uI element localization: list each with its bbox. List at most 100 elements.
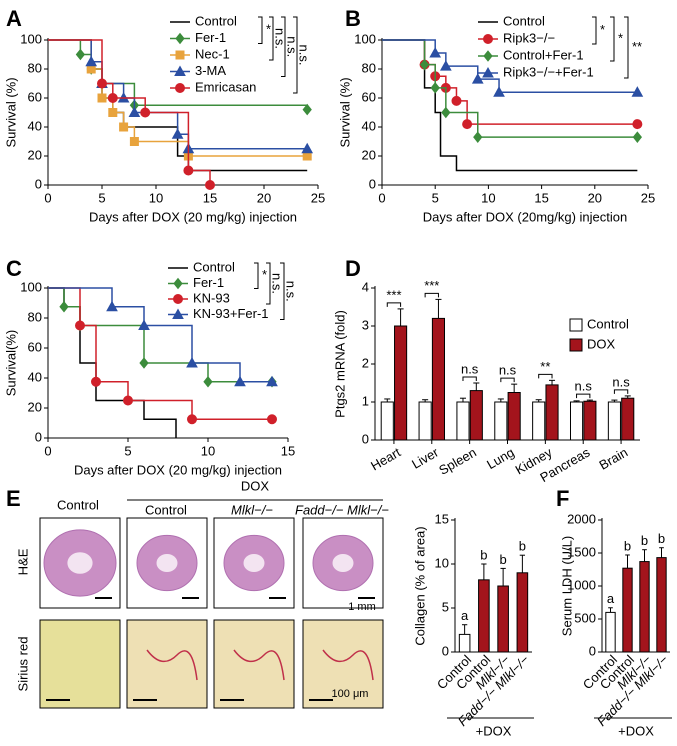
sig-label: n.s. (273, 28, 288, 49)
bar-annotation: b (624, 538, 631, 553)
sig-label: n.s. (285, 36, 300, 57)
bar (456, 401, 470, 441)
marker (186, 356, 198, 368)
sig-bracket (624, 16, 629, 79)
x-tick-label: 10 (149, 190, 163, 205)
marker (108, 108, 118, 117)
x-axis-label: Days after DOX (20 mg/kg) injection (74, 462, 282, 477)
bar (418, 401, 432, 441)
marker (129, 137, 139, 146)
bar-annotation: b (480, 547, 487, 562)
bar (478, 579, 490, 653)
y-axis-label: Survival(%) (3, 330, 18, 396)
x-tick-label: 25 (641, 190, 655, 205)
bar (516, 572, 529, 653)
y-tick-label: 60 (28, 339, 42, 354)
marker (175, 83, 185, 93)
marker (483, 34, 493, 44)
x-tick-label: Liver (409, 444, 441, 471)
marker (631, 86, 644, 97)
bar-annotation: a (461, 608, 469, 623)
x-tick-label: 15 (534, 190, 548, 205)
x-tick-label: 25 (311, 190, 325, 205)
bar (621, 397, 635, 441)
marker (462, 119, 473, 130)
survival-curve (48, 287, 272, 420)
bar (380, 401, 394, 441)
legend-label: 3-MA (195, 63, 226, 78)
y-tick-label: 20 (28, 147, 42, 162)
row-label: Sirius red (15, 637, 30, 692)
legend-swatch (569, 338, 583, 352)
marker (266, 375, 278, 387)
sig-label: n.s. (284, 281, 299, 302)
legend-swatch (569, 318, 583, 332)
y-tick-label: 60 (28, 89, 42, 104)
marker (119, 122, 129, 132)
marker (632, 131, 643, 143)
marker (75, 320, 85, 331)
y-tick-label: 100 (20, 279, 42, 294)
marker (91, 376, 101, 387)
marker (173, 294, 183, 304)
x-tick-label: Brain (596, 445, 630, 473)
marker (97, 78, 107, 89)
y-tick-label: 0 (369, 176, 376, 191)
scale-label: 1 mm (348, 601, 376, 613)
sig-label: n.s (461, 361, 479, 376)
survival-curve (48, 39, 211, 185)
bar (622, 567, 633, 653)
marker (85, 55, 98, 67)
marker (632, 119, 643, 130)
scale-label: 100 μm (332, 688, 369, 700)
sig-bracket (293, 16, 298, 94)
legend-label: Control (195, 13, 237, 28)
sig-bracket (254, 262, 259, 289)
x-tick-label: 10 (481, 190, 495, 205)
lumen (332, 554, 354, 572)
bar (497, 585, 509, 653)
sig-bracket (386, 302, 402, 307)
sig-label: n.s (612, 374, 630, 389)
legend-label: Ripk3−/− (503, 30, 555, 45)
sig-label: *** (386, 287, 401, 302)
sig-bracket (258, 16, 263, 44)
sig-label: n.s (499, 363, 517, 378)
y-tick-label: 4 (362, 279, 369, 294)
marker (267, 414, 277, 425)
marker (139, 357, 149, 369)
sig-bracket (280, 262, 285, 320)
collagen (322, 649, 374, 681)
legend-label: Control+Fer-1 (503, 47, 584, 62)
legend-label: KN-93+Fer-1 (193, 306, 269, 321)
y-tick-label: 80 (28, 60, 42, 75)
marker (97, 93, 107, 103)
y-axis-label: Survival (%) (337, 77, 352, 147)
x-tick-label: Spleen (436, 445, 479, 478)
bar (656, 557, 667, 653)
y-tick-label: 0 (35, 176, 42, 191)
marker (106, 300, 118, 312)
y-axis-label: Serum LDH (U/L) (559, 536, 574, 636)
sig-label: n.s. (270, 273, 285, 294)
y-tick-label: 1000 (567, 577, 596, 592)
marker (175, 32, 185, 45)
marker (430, 82, 440, 94)
x-tick-label: Heart (368, 444, 403, 473)
y-tick-label: 20 (362, 147, 376, 162)
sig-bracket (281, 16, 286, 77)
legend-label: Control (503, 13, 545, 28)
marker (183, 165, 194, 176)
marker (171, 128, 184, 139)
x-tick-label: 0 (44, 190, 51, 205)
marker (174, 65, 186, 76)
y-tick-label: 0 (589, 643, 596, 658)
marker (172, 308, 184, 319)
panel-letter: F (556, 486, 569, 511)
collagen (233, 649, 285, 681)
bar-annotation: b (641, 533, 648, 548)
bar (607, 401, 621, 441)
sirius-image (39, 619, 121, 709)
survival-curve (48, 287, 272, 383)
y-tick-label: 500 (574, 610, 596, 625)
